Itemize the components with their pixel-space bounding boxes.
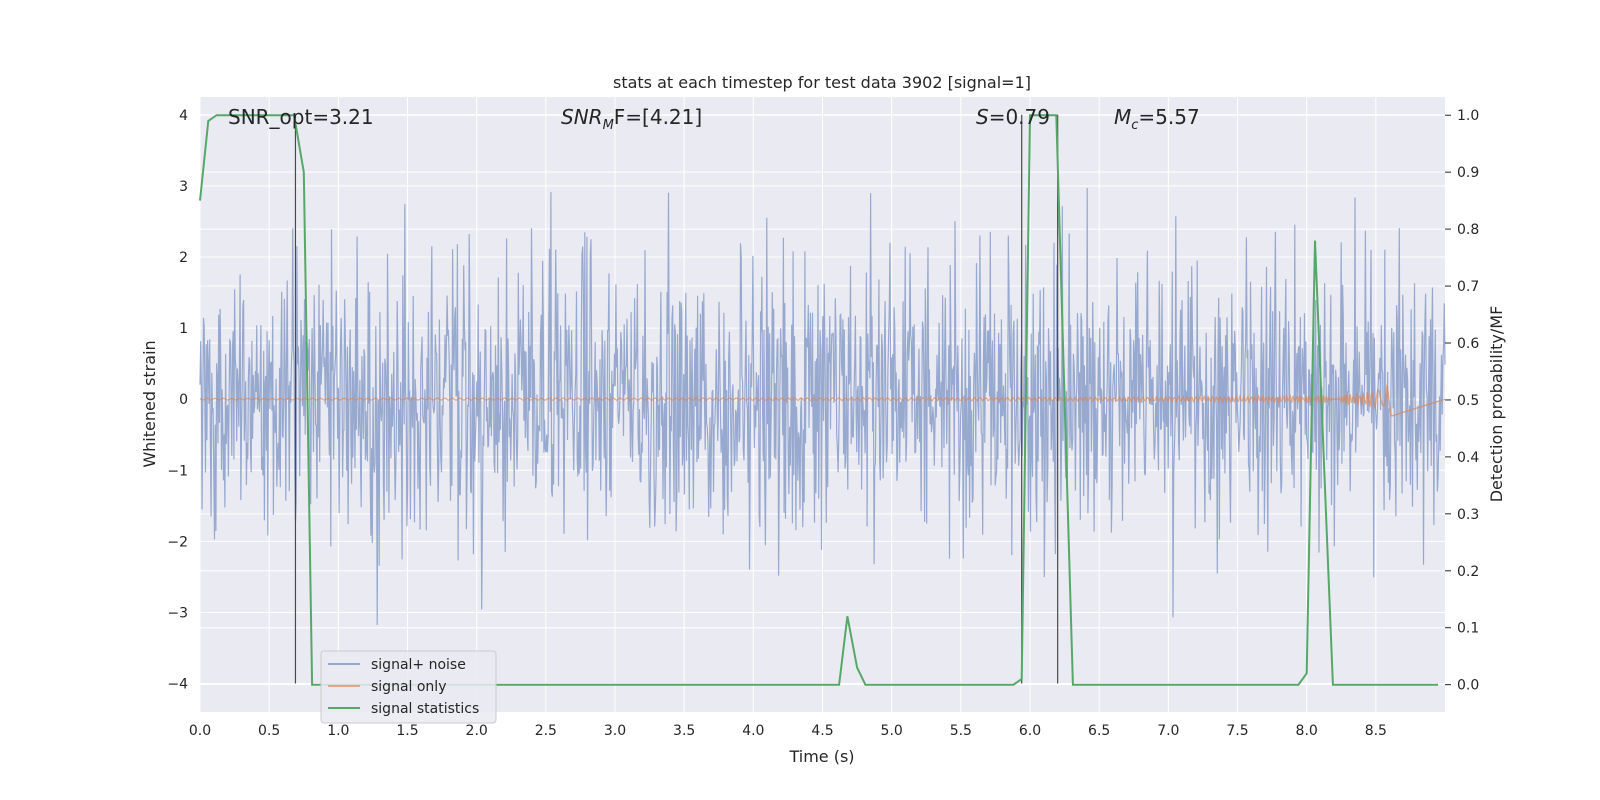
x-tick-label: 4.0 bbox=[742, 723, 764, 739]
signal-plus-noise-series bbox=[199, 187, 1446, 626]
legend-label-signal-plus-noise: signal+ noise bbox=[371, 657, 466, 673]
y-right-tick-label: 1.0 bbox=[1457, 108, 1479, 124]
legend-label-signal-statistics: signal statistics bbox=[371, 701, 479, 717]
y-right-tick-label: 0.2 bbox=[1457, 564, 1479, 580]
x-tick-label: 0.5 bbox=[258, 723, 280, 739]
y-right-axis-label: Detection probability/MF bbox=[1487, 306, 1506, 503]
annotation-snr-mf: SNRMF=[4.21] bbox=[561, 105, 702, 133]
y-left-tick-label: 4 bbox=[179, 108, 188, 124]
signal-only-series bbox=[199, 384, 1446, 417]
annotation-s-value: S=0.79 bbox=[976, 105, 1050, 129]
vertical-markers bbox=[294, 114, 1059, 684]
y-left-tick-label: −1 bbox=[167, 463, 188, 479]
x-tick-label: 2.5 bbox=[535, 723, 557, 739]
x-tick-label: 5.0 bbox=[881, 723, 903, 739]
x-tick-label: 3.0 bbox=[604, 723, 626, 739]
x-axis-ticks: 0.0 0.5 1.0 1.5 2.0 2.5 3.0 3.5 4.0 4.5 5.0 5.5 6.0 6… bbox=[189, 723, 1387, 739]
x-axis-label: Time (s) bbox=[788, 747, 854, 766]
x-tick-label: 1.5 bbox=[396, 723, 418, 739]
signal-statistics-line bbox=[199, 114, 1439, 686]
legend-box bbox=[320, 650, 497, 724]
x-tick-label: 3.5 bbox=[673, 723, 695, 739]
y-right-tick-label: 0.3 bbox=[1457, 507, 1479, 523]
x-tick-label: 6.5 bbox=[1088, 723, 1110, 739]
x-tick-label: 1.0 bbox=[327, 723, 349, 739]
x-tick-label: 8.0 bbox=[1296, 723, 1318, 739]
y-left-tick-label: 3 bbox=[179, 179, 188, 195]
y-right-axis-ticks: 0.0 0.1 0.2 0.3 0.4 0.5 0.6 0.7 0.8 0.9 1.0 bbox=[1445, 108, 1479, 694]
signal-statistics-series bbox=[199, 114, 1439, 686]
y-left-tick-label: −3 bbox=[167, 605, 188, 621]
y-right-tick-label: 0.9 bbox=[1457, 165, 1479, 181]
y-right-tick-label: 0.4 bbox=[1457, 450, 1479, 466]
annotation-snr-opt: SNR_opt=3.21 bbox=[228, 105, 374, 129]
y-left-tick-label: −2 bbox=[167, 534, 188, 550]
x-tick-label: 7.5 bbox=[1226, 723, 1248, 739]
x-tick-label: 7.0 bbox=[1157, 723, 1179, 739]
y-left-tick-label: 2 bbox=[179, 250, 188, 266]
y-right-tick-label: 0.5 bbox=[1457, 393, 1479, 409]
x-tick-label: 5.5 bbox=[950, 723, 972, 739]
x-tick-label: 4.5 bbox=[811, 723, 833, 739]
x-tick-label: 2.0 bbox=[466, 723, 488, 739]
chart-title: stats at each timestep for test data 390… bbox=[613, 73, 1031, 92]
x-tick-label: 6.0 bbox=[1019, 723, 1041, 739]
y-left-tick-label: 1 bbox=[179, 321, 188, 337]
y-left-tick-label: 0 bbox=[179, 392, 188, 408]
y-left-axis-ticks: −4 −3 −2 −1 0 1 2 3 4 bbox=[167, 108, 188, 693]
annotation-chirp-mass: Mc=5.57 bbox=[1114, 105, 1200, 133]
y-right-tick-label: 0.6 bbox=[1457, 336, 1479, 352]
y-right-tick-label: 0.1 bbox=[1457, 621, 1479, 637]
legend: signal+ noise signal only signal statist… bbox=[320, 650, 497, 724]
x-tick-label: 8.5 bbox=[1365, 723, 1387, 739]
legend-label-signal-only: signal only bbox=[371, 679, 446, 695]
y-right-tick-label: 0.8 bbox=[1457, 222, 1479, 238]
y-right-tick-label: 0.0 bbox=[1457, 678, 1479, 694]
y-left-axis-label: Whitened strain bbox=[140, 340, 159, 467]
y-left-tick-label: −4 bbox=[167, 677, 188, 693]
signal-only-line bbox=[199, 384, 1446, 417]
y-right-tick-label: 0.7 bbox=[1457, 279, 1479, 295]
signal-plus-noise-line bbox=[199, 187, 1446, 626]
x-tick-label: 0.0 bbox=[189, 723, 211, 739]
